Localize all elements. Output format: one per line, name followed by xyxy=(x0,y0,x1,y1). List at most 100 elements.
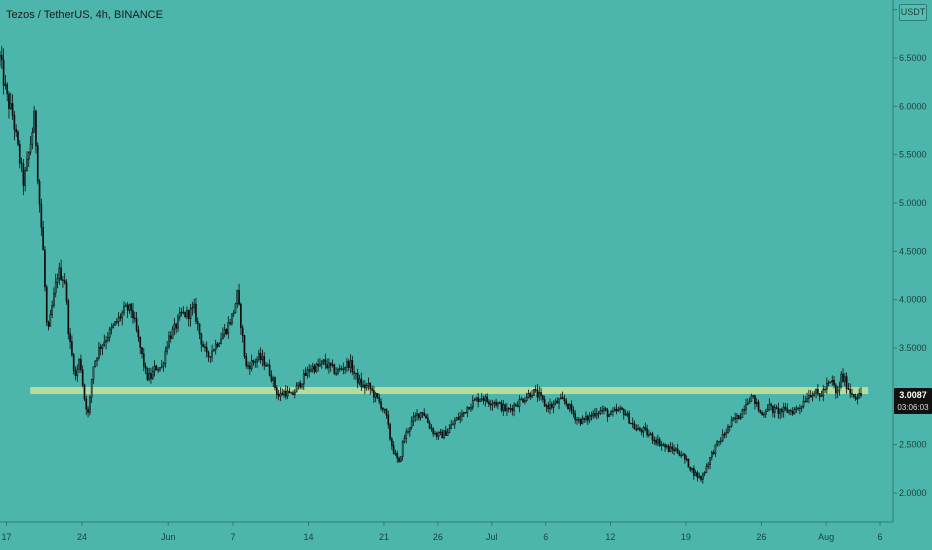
candle-body xyxy=(33,110,35,133)
candle-body xyxy=(157,369,160,371)
candle-body xyxy=(655,439,657,444)
candle-body xyxy=(671,446,674,450)
candle-body xyxy=(651,433,654,441)
candle-body xyxy=(524,400,526,403)
candle-body xyxy=(142,353,145,367)
candle-body xyxy=(9,103,12,109)
candle-body xyxy=(126,304,129,311)
candle-body xyxy=(448,428,451,433)
candle-body xyxy=(18,144,21,164)
price-axis[interactable]: 7.00006.50006.00005.50005.00004.50004.00… xyxy=(893,5,927,498)
candle-body xyxy=(292,392,294,395)
candle-body xyxy=(689,466,692,471)
candle-body xyxy=(435,432,438,437)
horizontal-level-line[interactable] xyxy=(30,387,869,395)
candle-body xyxy=(678,452,681,456)
candle-body xyxy=(675,448,677,452)
candle-body xyxy=(191,307,194,310)
candle-body xyxy=(222,333,224,340)
candle-body xyxy=(328,362,330,369)
candle-body xyxy=(218,343,221,347)
candle-body xyxy=(701,473,704,480)
candle-body xyxy=(804,401,807,403)
candle-body xyxy=(626,413,629,416)
candle-body xyxy=(229,322,231,324)
candle-body xyxy=(497,402,499,406)
candle-body xyxy=(417,413,420,418)
time-tick-label: Jun xyxy=(161,532,176,542)
candle-body xyxy=(214,343,217,351)
candle-body xyxy=(615,408,618,412)
candle-body xyxy=(351,360,354,373)
candle-body xyxy=(159,367,161,370)
candle-body xyxy=(432,428,435,434)
candle-body xyxy=(475,397,478,400)
candle-body xyxy=(98,346,100,359)
candle-body xyxy=(500,402,503,411)
candle-body xyxy=(818,393,821,397)
candle-body xyxy=(369,382,372,389)
candle-body xyxy=(849,389,852,394)
price-tick-label: 4.0000 xyxy=(899,295,927,305)
candle-body xyxy=(47,321,50,327)
candle-body xyxy=(568,404,571,409)
candle-body xyxy=(62,279,64,281)
candle-body xyxy=(178,312,181,318)
candle-body xyxy=(286,390,289,397)
time-axis[interactable]: 17 24 Jun 7 14 21 26 Jul 6 12 19 26 Aug 6 xyxy=(1,522,883,542)
candle-body xyxy=(250,360,253,370)
candle-body xyxy=(259,352,262,360)
candle-body xyxy=(4,84,7,86)
candle-body xyxy=(67,300,70,335)
candle-body xyxy=(525,397,528,401)
candle-body xyxy=(232,312,235,315)
candle-body xyxy=(344,367,346,370)
candle-body xyxy=(121,312,124,319)
candle-body xyxy=(320,360,323,365)
candle-body xyxy=(820,395,823,397)
candle-body xyxy=(576,419,578,421)
candle-body xyxy=(101,344,104,349)
candle-body xyxy=(20,162,23,165)
candle-body xyxy=(426,417,429,424)
candle-body xyxy=(173,323,176,330)
candle-body xyxy=(171,328,174,339)
candle-body xyxy=(124,304,127,307)
candle-body xyxy=(69,333,71,342)
candle-body xyxy=(355,372,357,375)
candle-body xyxy=(845,376,848,389)
candle-body xyxy=(302,372,305,385)
candle-body xyxy=(36,145,39,182)
candle-body xyxy=(364,384,366,389)
candle-body xyxy=(502,404,505,411)
symbol-title[interactable]: Tezos / TetherUS, 4h, BINANCE xyxy=(6,9,163,21)
candle-body xyxy=(527,393,530,398)
candle-body xyxy=(554,400,557,405)
plot-area[interactable] xyxy=(0,0,893,522)
candle-body xyxy=(103,341,106,346)
candle-body xyxy=(854,396,857,400)
candle-body xyxy=(746,403,749,405)
candle-body xyxy=(687,458,690,468)
candle-body xyxy=(22,163,25,186)
candle-body xyxy=(317,363,319,367)
candle-body xyxy=(437,431,440,437)
candle-body xyxy=(380,401,382,409)
candle-body xyxy=(308,369,311,372)
time-tick-label: Aug xyxy=(818,532,834,542)
candle-body xyxy=(247,365,249,367)
candle-body xyxy=(860,392,862,396)
candle-body xyxy=(331,364,334,366)
candle-body xyxy=(410,420,413,428)
candle-body xyxy=(533,389,535,396)
candle-body xyxy=(800,406,803,409)
candle-body xyxy=(612,410,614,413)
currency-badge[interactable]: USDT xyxy=(899,4,927,21)
candle-body xyxy=(732,417,735,421)
candle-body xyxy=(646,428,648,436)
candle-body xyxy=(637,427,639,431)
candle-body xyxy=(150,373,152,379)
candle-body xyxy=(730,419,733,427)
candle-body xyxy=(394,453,397,455)
